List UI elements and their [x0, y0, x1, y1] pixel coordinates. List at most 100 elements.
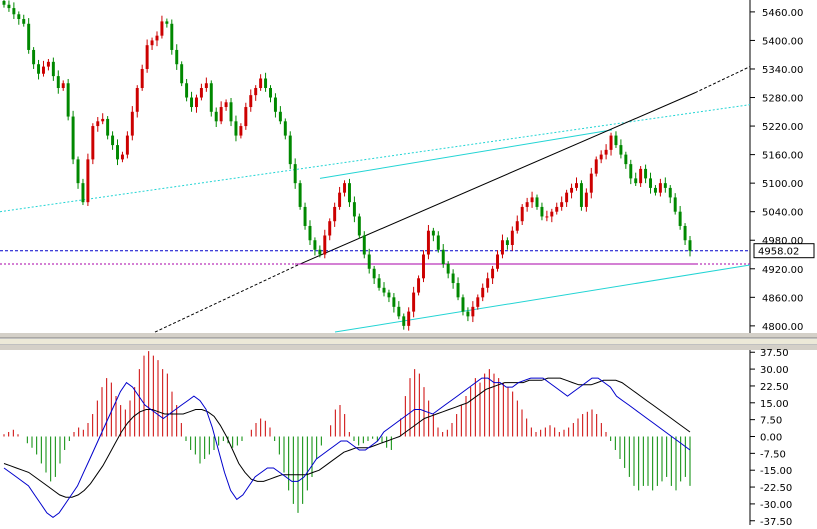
candle-down	[451, 273, 455, 284]
candle-up	[96, 121, 100, 127]
candle-down	[2, 0, 6, 5]
candle-up	[658, 183, 662, 193]
candle-up	[140, 68, 144, 89]
candle-down	[649, 178, 652, 188]
candle-up	[150, 40, 154, 46]
candle-down	[165, 21, 169, 24]
candle-down	[51, 61, 55, 77]
candle-up	[412, 292, 416, 312]
candle-down	[678, 211, 682, 226]
candle-down	[653, 187, 657, 193]
last-price-box	[753, 243, 815, 259]
price-tick-label: 5160.00	[762, 151, 803, 162]
candle-down	[190, 97, 194, 108]
macd-tick-label: -7.50	[760, 449, 786, 460]
macd-top-band	[0, 345, 817, 350]
candle-down	[683, 225, 687, 241]
candle-down	[431, 230, 435, 236]
candle-down	[663, 183, 667, 188]
candle-down	[288, 135, 292, 165]
candle-down	[185, 83, 189, 98]
price-tick-label: 5100.00	[762, 179, 803, 190]
macd-tick-label: 22.50	[760, 382, 789, 393]
candle-down	[392, 297, 396, 307]
candle-down	[357, 216, 361, 236]
candle-up	[496, 254, 500, 269]
candle-down	[644, 168, 648, 179]
candle-up	[471, 306, 475, 317]
candle-down	[17, 14, 21, 20]
candle-up	[259, 78, 263, 89]
price-tick-label: 5220.00	[762, 122, 803, 133]
candle-down	[466, 311, 470, 317]
candle-up	[486, 278, 490, 288]
candle-down	[688, 240, 692, 251]
candle-down	[71, 116, 75, 160]
price-candles	[2, 0, 692, 331]
candle-up	[575, 183, 578, 188]
candle-up	[550, 211, 554, 217]
candle-up	[510, 230, 514, 245]
candle-down	[402, 316, 406, 326]
candle-up	[407, 311, 411, 326]
candle-up	[476, 297, 480, 307]
candle-up	[125, 135, 129, 155]
candle-down	[12, 8, 16, 15]
price-tick-label: 5460.00	[762, 8, 803, 19]
candle-up	[565, 192, 569, 203]
candle-down	[106, 118, 110, 136]
candle-down	[382, 287, 386, 293]
candle-up	[417, 278, 421, 293]
candle-up	[249, 95, 253, 108]
price-tick-label: 5340.00	[762, 65, 803, 76]
macd-tick-label: 7.50	[760, 416, 782, 427]
candle-up	[594, 159, 598, 174]
candle-down	[313, 240, 317, 250]
candle-up	[224, 102, 228, 108]
candle-down	[22, 19, 26, 24]
candle-down	[505, 240, 509, 245]
candle-down	[387, 292, 391, 298]
candle-down	[308, 225, 312, 241]
candle-up	[130, 111, 134, 136]
candle-up	[545, 216, 549, 218]
macd-tick-label: 15.00	[760, 399, 789, 410]
macd-lines	[3, 377, 691, 519]
candle-down	[56, 76, 60, 89]
candle-down	[579, 183, 583, 207]
candle-up	[135, 88, 139, 112]
candle-up	[194, 97, 198, 108]
candle-down	[318, 249, 322, 255]
macd-tick-label: 37.50	[760, 348, 789, 359]
trendline-dashed-right	[694, 66, 751, 94]
trendline-solid	[299, 92, 696, 265]
candle-down	[27, 23, 31, 50]
price-tick-label: 4800.00	[762, 322, 803, 333]
candle-down	[116, 145, 119, 160]
candle-down	[456, 283, 460, 298]
candle-up	[609, 135, 613, 150]
candle-up	[515, 221, 519, 231]
candle-up	[254, 88, 258, 96]
candle-up	[239, 126, 243, 136]
candle-down	[347, 183, 351, 203]
panel-splitter	[0, 339, 817, 344]
candle-up	[491, 268, 495, 279]
candle-down	[668, 187, 672, 198]
candle-down	[352, 202, 356, 217]
candle-down	[377, 278, 381, 288]
price-tick-label: 4980.00	[762, 236, 803, 247]
price-tick-label: 5280.00	[762, 94, 803, 105]
macd-axis-ticks: 37.50 30.00 22.50 15.00 7.50 0.00 -7.50 -15.00 -…	[750, 348, 792, 528]
candle-up	[422, 254, 425, 279]
candle-up	[520, 206, 524, 222]
candle-up	[219, 107, 223, 122]
candle-up	[584, 192, 588, 207]
candle-down	[614, 135, 618, 146]
candle-up	[525, 202, 529, 207]
candle-down	[372, 268, 376, 279]
candle-down	[111, 135, 115, 146]
